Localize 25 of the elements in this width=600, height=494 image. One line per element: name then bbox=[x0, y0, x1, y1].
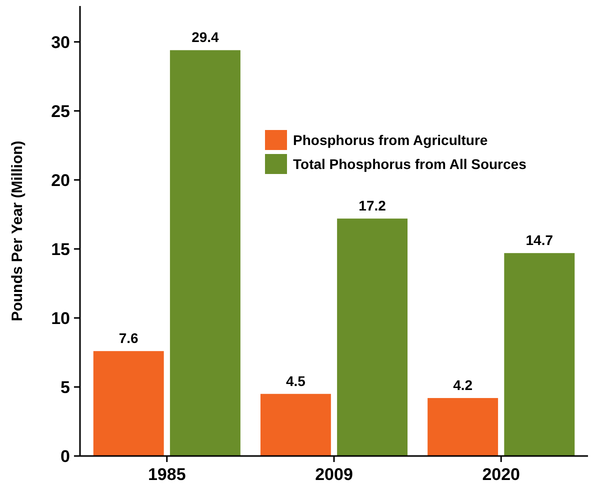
data-label: 7.6 bbox=[118, 330, 139, 346]
data-label: 17.2 bbox=[358, 198, 386, 214]
bar bbox=[93, 351, 164, 456]
x-tick-label: 2020 bbox=[482, 465, 520, 484]
y-tick-label: 5 bbox=[60, 378, 70, 397]
data-label: 14.7 bbox=[526, 232, 554, 248]
legend-label: Phosphorus from Agriculture bbox=[293, 132, 488, 148]
x-tick-label: 1985 bbox=[148, 465, 186, 484]
y-axis-title: Pounds Per Year (Million) bbox=[9, 140, 26, 322]
y-tick-label: 15 bbox=[51, 240, 70, 259]
bar bbox=[337, 218, 408, 456]
bar bbox=[170, 50, 240, 456]
data-label: 4.2 bbox=[453, 377, 473, 394]
y-tick-label: 20 bbox=[51, 170, 70, 190]
bar bbox=[504, 253, 575, 456]
y-tick-label: 0 bbox=[60, 446, 70, 466]
y-tick-label: 25 bbox=[51, 102, 70, 121]
bar bbox=[260, 394, 331, 456]
y-tick-label: 10 bbox=[51, 308, 70, 328]
y-tick-label: 30 bbox=[51, 32, 70, 52]
bar bbox=[428, 398, 498, 456]
x-tick-label: 2009 bbox=[315, 465, 353, 484]
legend-label: Total Phosphorus from All Sources bbox=[293, 156, 527, 172]
data-label: 4.5 bbox=[286, 372, 306, 389]
data-label: 29.4 bbox=[192, 29, 220, 46]
